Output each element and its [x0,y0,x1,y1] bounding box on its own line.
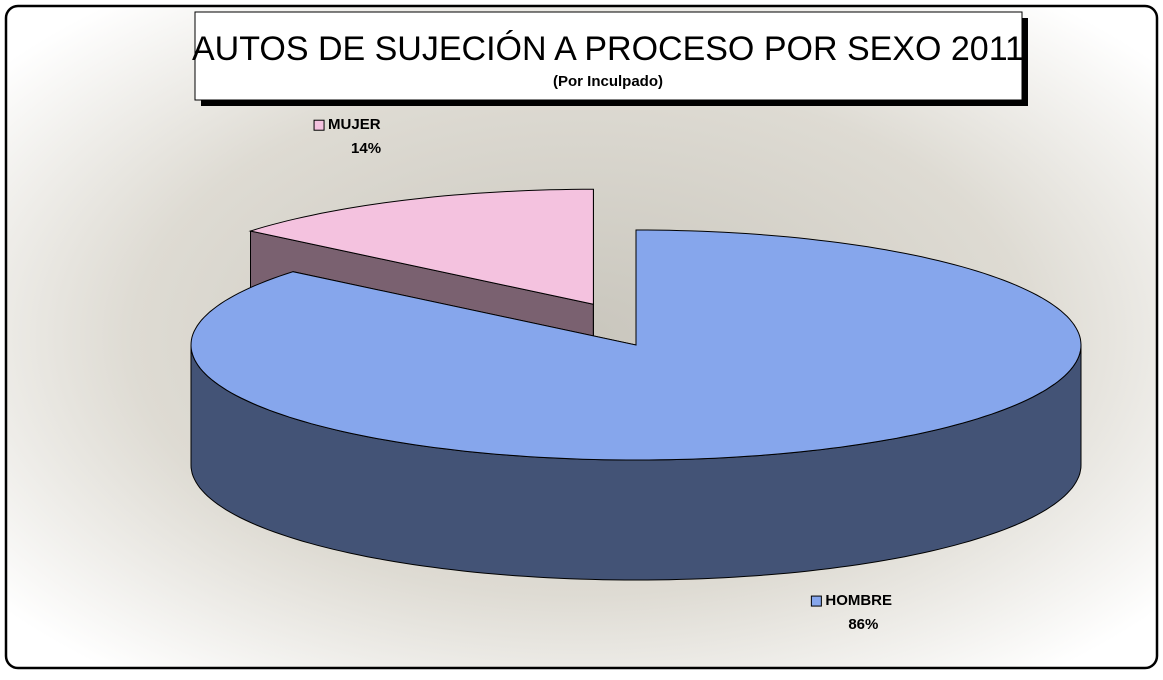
chart: AUTOS DE SUJECIÓN A PROCESO POR SEXO 201… [0,0,1163,675]
pie-slice [191,230,1081,580]
legend-swatch [314,120,324,130]
chart-title: AUTOS DE SUJECIÓN A PROCESO POR SEXO 201… [192,30,1024,68]
slice-value-label: 14% [351,140,381,157]
slice-category-label: MUJER [328,116,381,133]
page: {"chart_data": {"type": "pie", "title": … [0,0,1163,675]
legend-swatch [811,596,821,606]
slice-value-label: 86% [848,616,878,633]
slice-category-label: HOMBRE [825,592,892,609]
chart-subtitle: (Por Inculpado) [553,73,663,90]
